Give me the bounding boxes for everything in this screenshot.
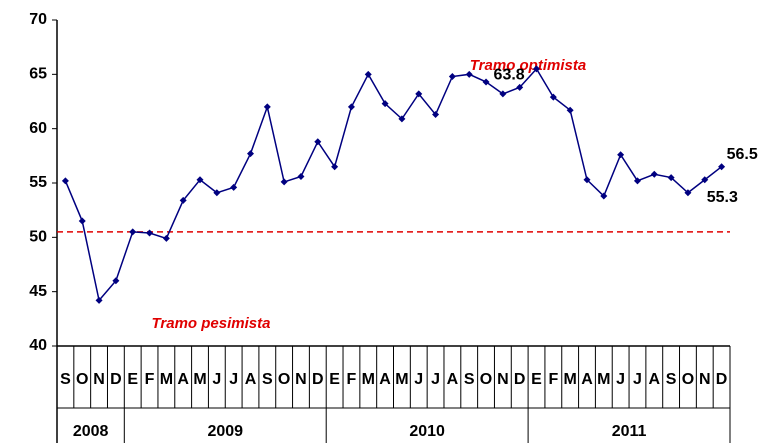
x-tick-label: S xyxy=(262,371,273,388)
x-tick-label: O xyxy=(682,371,694,388)
x-tick-label: S xyxy=(464,371,475,388)
x-tick-label: O xyxy=(278,371,290,388)
x-tick-label: J xyxy=(212,371,221,388)
marker xyxy=(196,176,204,184)
x-tick-label: J xyxy=(414,371,423,388)
y-tick-label: 55 xyxy=(29,174,47,191)
marker xyxy=(718,163,726,171)
x-tick-label: J xyxy=(229,371,238,388)
marker xyxy=(146,229,154,237)
marker xyxy=(398,115,406,123)
x-tick-label: S xyxy=(60,371,71,388)
annotation: Tramo pesimista xyxy=(152,315,271,332)
x-tick-label: A xyxy=(581,371,593,388)
marker xyxy=(482,78,490,86)
x-tick-label: N xyxy=(699,371,711,388)
line xyxy=(64,67,723,302)
x-tick-label: F xyxy=(347,371,357,388)
x-tick-label: M xyxy=(395,371,408,388)
x-tick-label: M xyxy=(362,371,375,388)
x-tick-label: N xyxy=(497,371,509,388)
x-tick-label: N xyxy=(93,371,105,388)
marker xyxy=(347,103,355,111)
x-tick-label: M xyxy=(160,371,173,388)
x-tick-label: F xyxy=(548,371,558,388)
x-tick-label: A xyxy=(379,371,391,388)
y-tick-label: 60 xyxy=(29,120,47,137)
x-tick-label: D xyxy=(514,371,526,388)
marker xyxy=(499,90,507,98)
marker xyxy=(701,176,709,184)
x-tick-label: J xyxy=(431,371,440,388)
x-tick-label: N xyxy=(295,371,307,388)
x-tick-label: A xyxy=(447,371,459,388)
data-label: 63.8 xyxy=(494,67,525,84)
x-tick-label: O xyxy=(76,371,88,388)
x-tick-label: M xyxy=(193,371,206,388)
year-label: 2009 xyxy=(207,423,243,440)
marker xyxy=(600,192,608,200)
year-label: 2011 xyxy=(612,423,647,440)
marker xyxy=(650,170,658,178)
marker xyxy=(78,217,86,225)
marker xyxy=(364,70,372,78)
x-tick-label: J xyxy=(633,371,642,388)
x-tick-label: S xyxy=(666,371,677,388)
y-tick-label: 50 xyxy=(29,229,47,246)
marker xyxy=(213,189,221,197)
marker xyxy=(465,70,473,78)
marker xyxy=(230,183,238,191)
year-label: 2008 xyxy=(73,423,109,440)
marker xyxy=(432,111,440,119)
year-label: 2010 xyxy=(409,423,445,440)
x-tick-label: M xyxy=(563,371,576,388)
marker xyxy=(448,73,456,81)
x-tick-label: O xyxy=(480,371,492,388)
annotation: Tramo optimista xyxy=(470,57,586,74)
marker xyxy=(549,93,557,101)
marker xyxy=(297,172,305,180)
marker xyxy=(566,106,574,114)
marker xyxy=(246,150,254,158)
x-tick-label: D xyxy=(110,371,122,388)
y-tick-label: 70 xyxy=(29,11,47,28)
x-tick-label: E xyxy=(127,371,138,388)
x-tick-label: D xyxy=(312,371,324,388)
y-tick-label: 40 xyxy=(29,337,47,354)
marker xyxy=(667,174,675,182)
marker xyxy=(381,100,389,108)
x-tick-label: E xyxy=(329,371,340,388)
x-tick-label: A xyxy=(649,371,661,388)
marker xyxy=(617,151,625,159)
marker xyxy=(280,178,288,186)
marker xyxy=(331,163,339,171)
marker xyxy=(61,177,69,185)
marker xyxy=(314,138,322,146)
data-label: 56.5 xyxy=(727,146,758,163)
x-tick-label: A xyxy=(177,371,189,388)
marker xyxy=(415,90,423,98)
x-tick-label: D xyxy=(716,371,728,388)
x-tick-label: J xyxy=(616,371,625,388)
marker xyxy=(129,228,137,236)
y-tick-label: 65 xyxy=(29,66,47,83)
marker xyxy=(95,296,103,304)
marker xyxy=(516,83,524,91)
marker xyxy=(112,277,120,285)
marker xyxy=(633,177,641,185)
x-tick-label: M xyxy=(597,371,610,388)
x-tick-label: E xyxy=(531,371,542,388)
marker xyxy=(533,65,541,73)
marker xyxy=(684,189,692,197)
x-tick-label: F xyxy=(145,371,155,388)
x-tick-label: A xyxy=(245,371,257,388)
marker xyxy=(583,176,591,184)
marker xyxy=(263,103,271,111)
data-label: 55.3 xyxy=(707,189,738,206)
y-tick-label: 45 xyxy=(29,283,47,300)
marker xyxy=(179,196,187,204)
marker xyxy=(162,234,170,242)
